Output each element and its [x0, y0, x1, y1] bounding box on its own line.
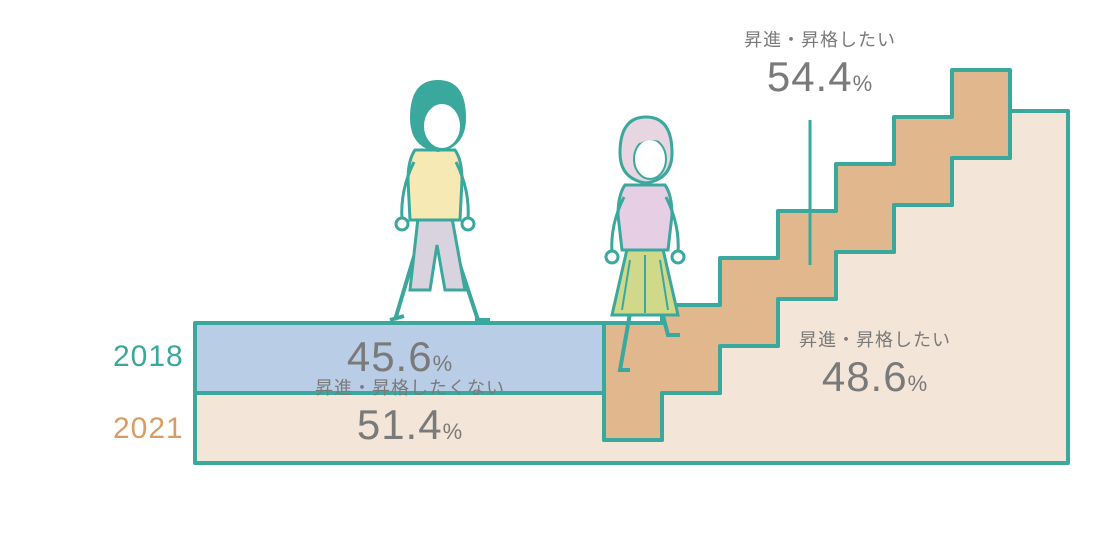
year-2021-label: 2021 [113, 412, 184, 446]
caption-no: 昇進・昇格したくない [280, 378, 540, 400]
value-2021-no-num: 51.4 [357, 401, 443, 448]
value-2018-no-num: 45.6 [347, 333, 433, 380]
value-2021-yes-num: 48.6 [822, 353, 908, 400]
value-2021-no-unit: % [443, 419, 464, 444]
value-2018-yes-num: 54.4 [767, 53, 853, 100]
block-2021-no: 昇進・昇格したくない 51.4% [280, 378, 540, 450]
value-2018-no: 45.6% [300, 332, 500, 382]
value-2018-yes-unit: % [853, 71, 874, 96]
chart-svg [0, 0, 1106, 548]
caption-yes-2021: 昇進・昇格したい [765, 330, 985, 352]
block-2018-yes: 昇進・昇格したい 54.4% [710, 30, 930, 102]
value-2018-no-unit: % [433, 351, 454, 376]
block-2021-yes: 昇進・昇格したい 48.6% [765, 330, 985, 402]
caption-yes-2018: 昇進・昇格したい [710, 30, 930, 52]
year-2018-label: 2018 [113, 340, 184, 374]
infographic-stage: 2018 2021 45.6% 昇進・昇格したくない 51.4% 昇進・昇格した… [0, 0, 1106, 548]
figure-left [390, 80, 490, 320]
value-2021-yes-unit: % [908, 371, 929, 396]
